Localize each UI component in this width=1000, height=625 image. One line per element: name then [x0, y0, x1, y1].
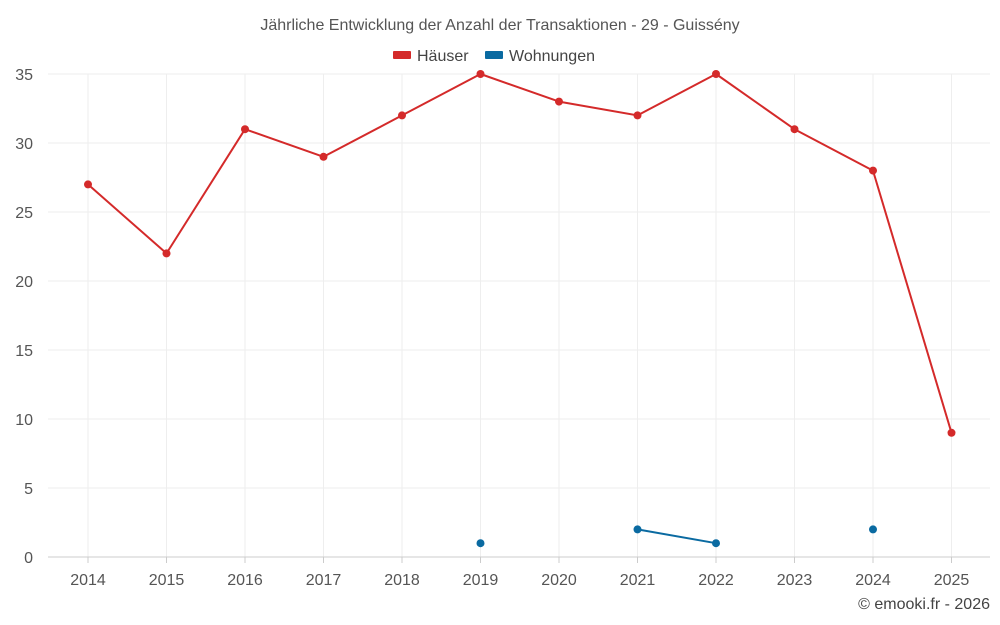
series-line-wohnungen [637, 528, 717, 545]
series-wohnungen [476, 525, 877, 548]
y-tick-label: 15 [15, 343, 33, 360]
grid [48, 73, 990, 557]
data-point-haeuser[interactable] [398, 111, 406, 120]
legend-swatch-haeuser [393, 51, 411, 59]
data-point-haeuser[interactable] [241, 125, 249, 134]
data-point-haeuser[interactable] [84, 180, 92, 189]
y-tick-label: 5 [24, 481, 33, 498]
data-point-haeuser[interactable] [555, 97, 563, 106]
x-tick-label: 2015 [149, 572, 185, 589]
legend-item-haeuser[interactable]: Häuser [393, 48, 469, 65]
x-tick-label: 2024 [855, 572, 891, 589]
x-tick-label: 2023 [777, 572, 813, 589]
y-tick-label: 30 [15, 136, 33, 153]
legend: Häuser Wohnungen [393, 48, 595, 65]
x-tick-label: 2019 [463, 572, 499, 589]
data-point-wohnungen[interactable] [633, 525, 642, 534]
series-line-haeuser [87, 73, 953, 434]
x-tick-label: 2022 [698, 572, 734, 589]
data-point-haeuser[interactable] [947, 428, 956, 437]
x-tick-label: 2020 [541, 572, 577, 589]
series [84, 70, 956, 548]
data-point-haeuser[interactable] [162, 249, 171, 258]
data-point-haeuser[interactable] [790, 125, 799, 134]
data-point-haeuser[interactable] [712, 70, 720, 78]
x-tick-label: 2021 [620, 572, 656, 589]
x-tick-label: 2017 [306, 572, 342, 589]
credit: © emooki.fr - 2026 [858, 596, 990, 613]
x-tick-label: 2018 [384, 572, 420, 589]
x-tick-label: 2016 [227, 572, 263, 589]
data-point-haeuser[interactable] [476, 70, 485, 78]
y-tick-label: 0 [24, 550, 33, 567]
legend-swatch-wohnungen [485, 51, 503, 59]
data-point-haeuser[interactable] [633, 111, 642, 120]
y-tick-label: 35 [15, 67, 33, 84]
data-point-wohnungen[interactable] [869, 525, 877, 534]
y-tick-label: 25 [15, 205, 33, 222]
series-haeuser [84, 70, 956, 437]
y-tick-label: 20 [15, 274, 33, 291]
data-point-haeuser[interactable] [319, 152, 328, 161]
data-point-haeuser[interactable] [869, 166, 877, 175]
x-tick-label: 2025 [934, 572, 970, 589]
legend-label-haeuser: Häuser [417, 48, 469, 65]
legend-label-wohnungen: Wohnungen [509, 48, 595, 65]
data-point-wohnungen[interactable] [476, 539, 485, 548]
legend-item-wohnungen[interactable]: Wohnungen [485, 48, 595, 65]
data-point-wohnungen[interactable] [712, 539, 720, 548]
chart-title: Jährliche Entwicklung der Anzahl der Tra… [260, 17, 739, 34]
y-tick-label: 10 [15, 412, 33, 429]
x-tick-label: 2014 [70, 572, 106, 589]
